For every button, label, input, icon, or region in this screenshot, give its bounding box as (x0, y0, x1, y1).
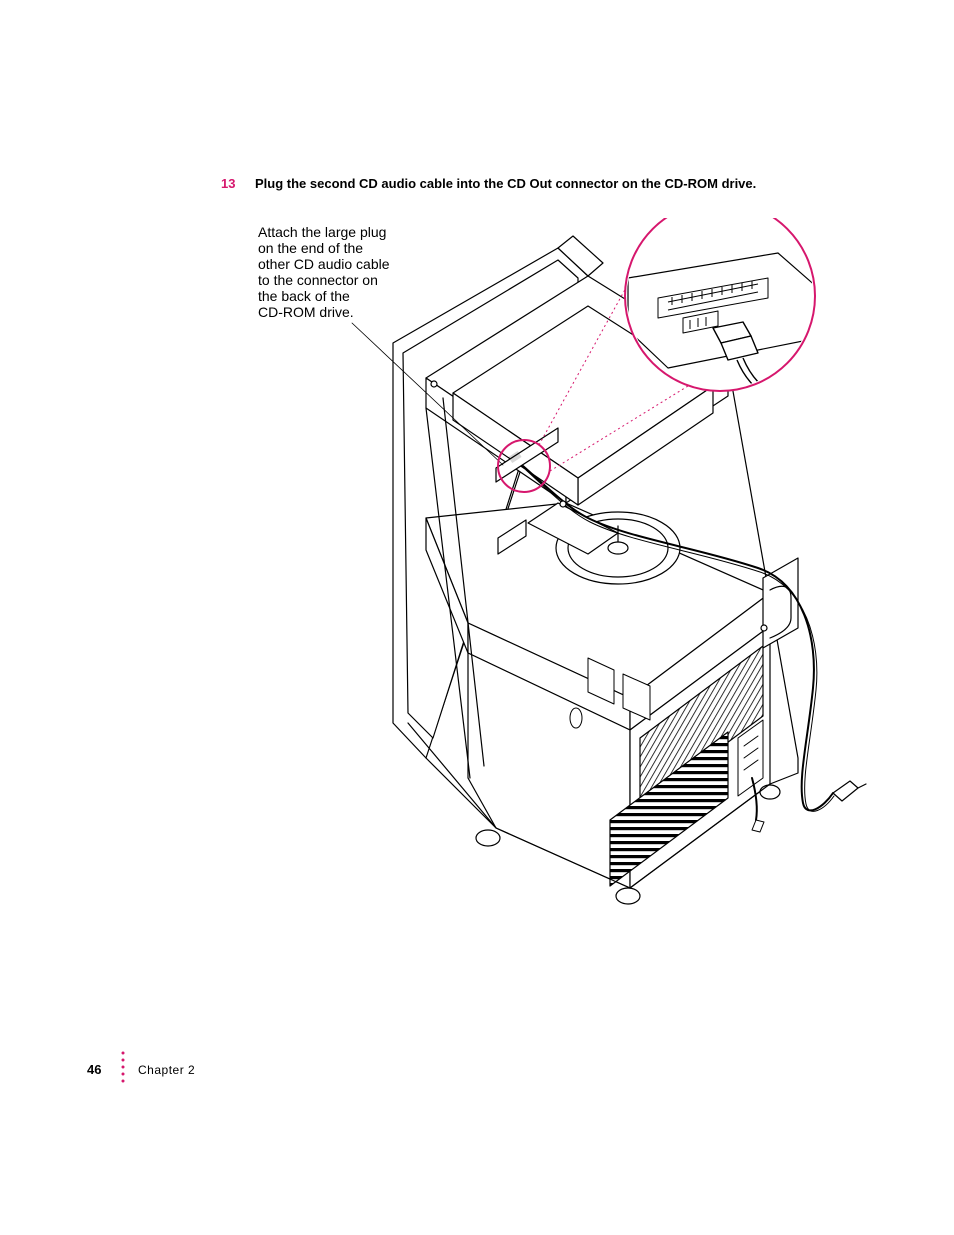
footer-dots-icon (120, 1050, 128, 1084)
chapter-label: Chapter 2 (138, 1063, 195, 1077)
step-instruction-text: Plug the second CD audio cable into the … (255, 176, 855, 191)
detail-zoom (625, 218, 818, 391)
document-page: 13 Plug the second CD audio cable into t… (0, 0, 954, 1235)
page-number: 46 (87, 1062, 101, 1077)
technical-illustration (258, 218, 868, 908)
step-number: 13 (221, 176, 235, 191)
